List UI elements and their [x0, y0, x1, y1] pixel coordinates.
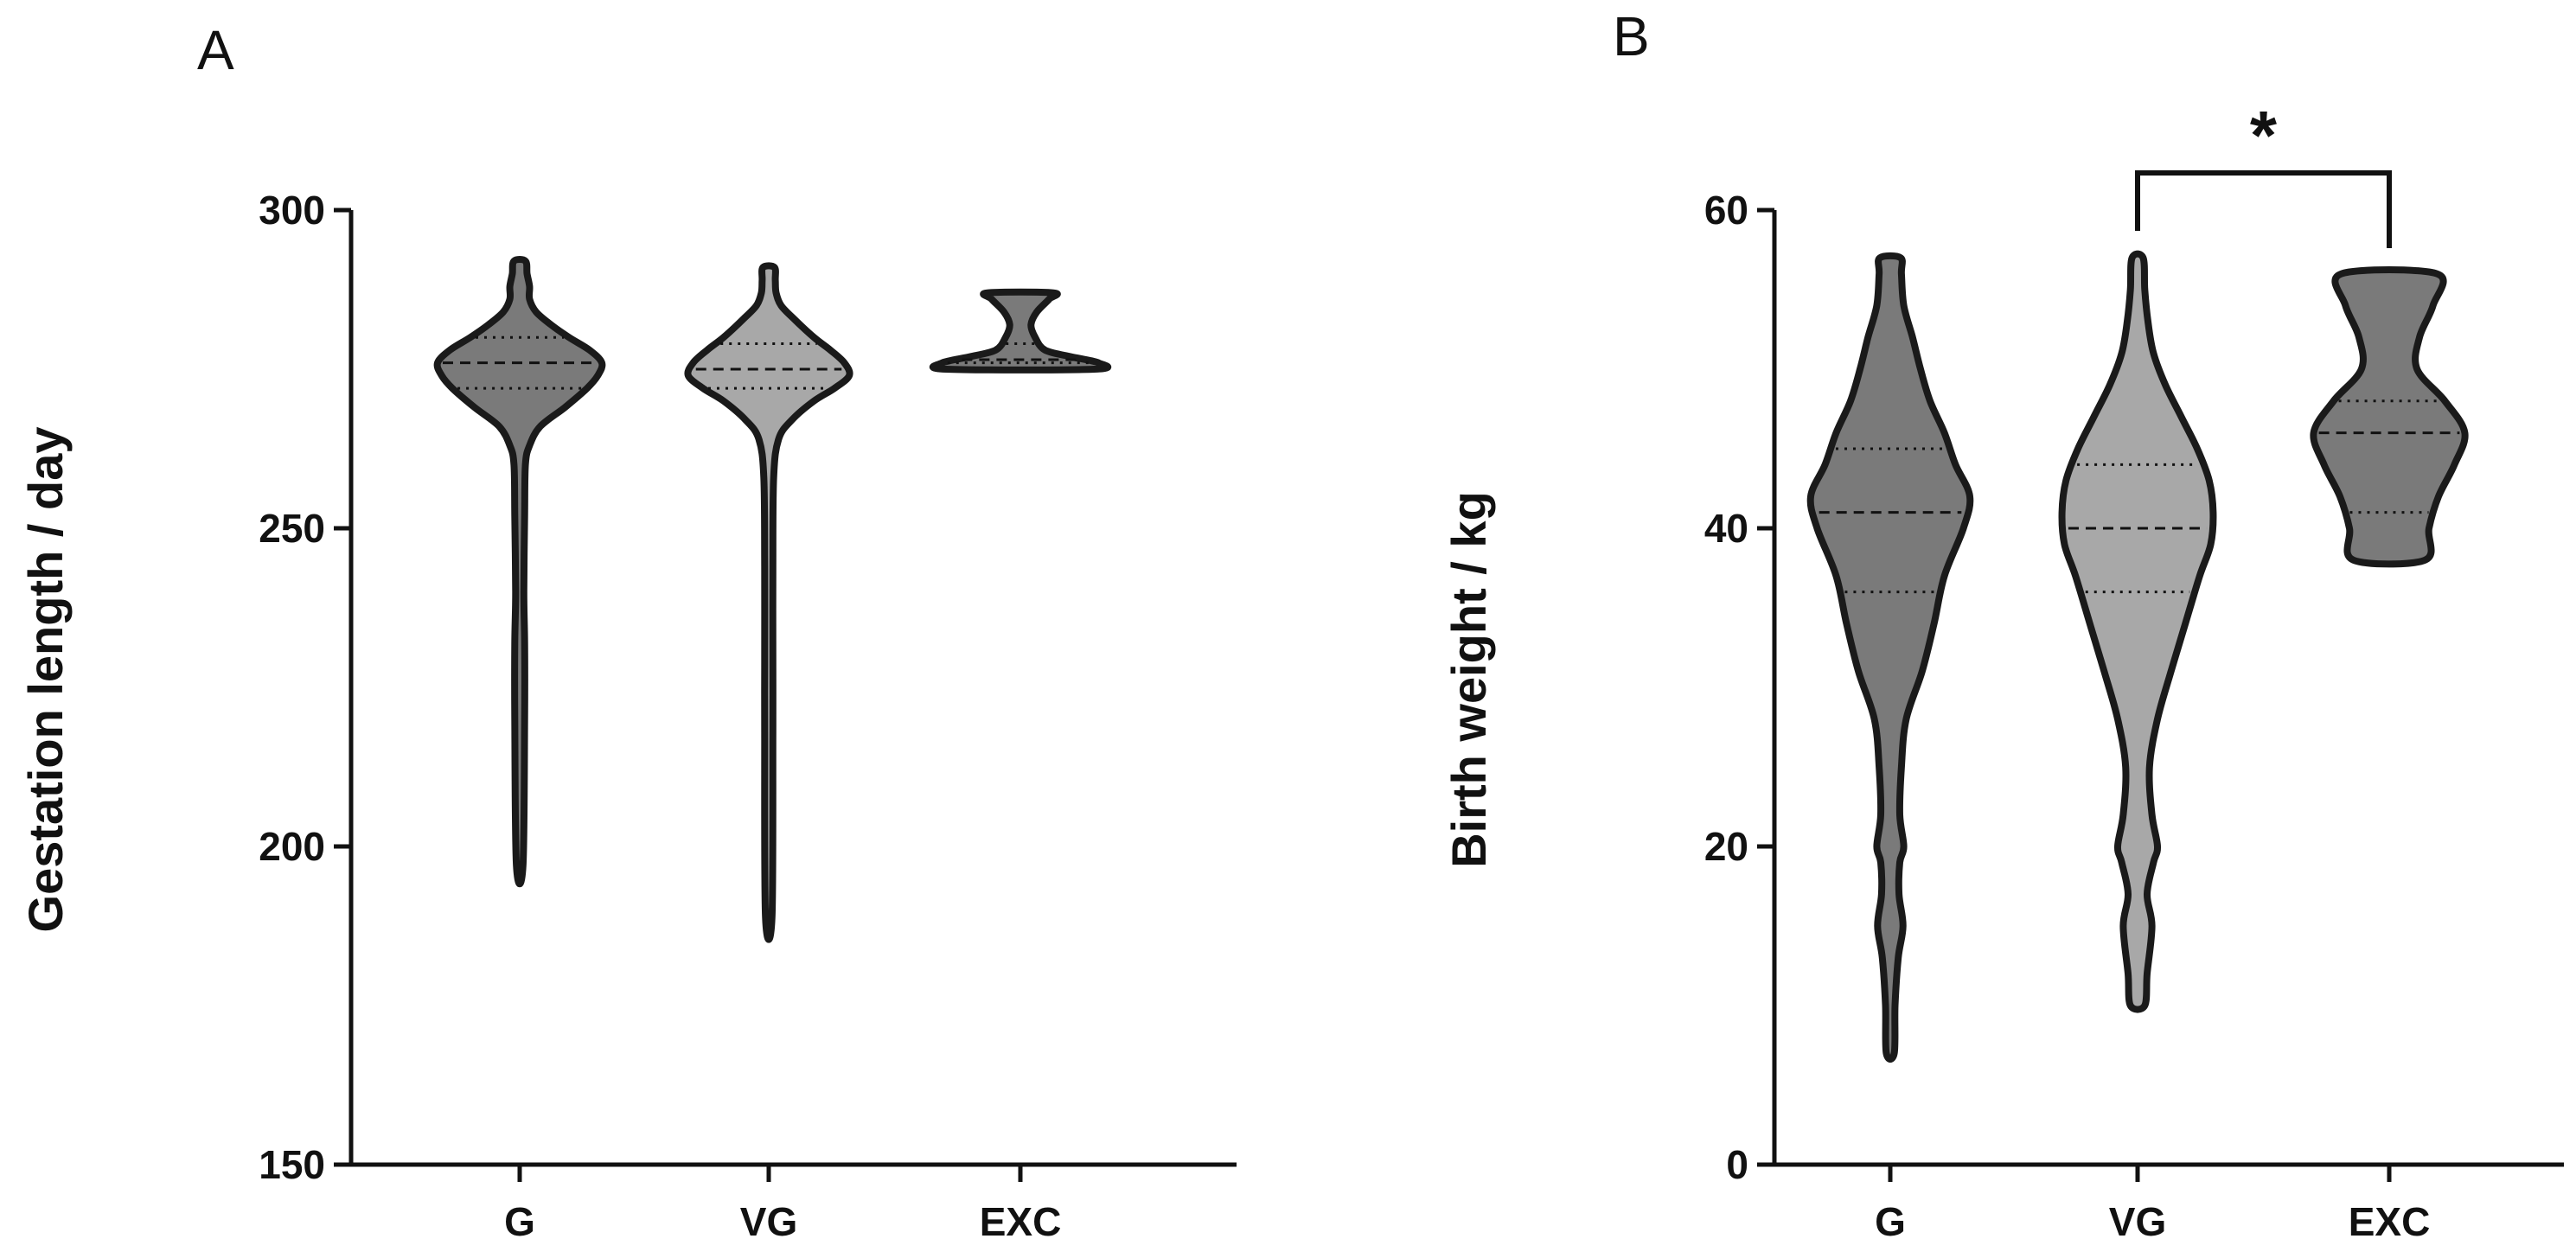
- panel-a: A Gestation length / day 150 200 250 300 G VG…: [18, 19, 1237, 1244]
- panel-a-y-tick-label: 150: [259, 1142, 325, 1187]
- panel-a-violin-g: [433, 256, 606, 888]
- panel-b-x-tick-label: VG: [2109, 1199, 2166, 1244]
- panel-b-significance-star: *: [2250, 97, 2278, 174]
- panel-a-y-tick-label: 200: [259, 824, 325, 869]
- panel-a-violin-exc: [929, 288, 1112, 374]
- panel-a-y-axis-title: Gestation length / day: [18, 427, 73, 933]
- panel-a-violin-vg: [684, 262, 853, 943]
- panel-b-y-tick-label: 20: [1704, 824, 1748, 869]
- panel-a-y-tick-label: 300: [259, 188, 325, 233]
- panel-b-plot-area: 0 20 40 60 G VG EXC *: [1704, 97, 2564, 1244]
- panel-a-x-tick-label: EXC: [980, 1199, 1062, 1244]
- panel-b-letter: B: [1613, 5, 1650, 67]
- panel-b-y-tick-label: 0: [1726, 1142, 1748, 1187]
- panel-b-violin-exc: [2310, 266, 2469, 568]
- panel-a-x-tick-label: G: [504, 1199, 535, 1244]
- panel-a-y-tick-label: 250: [259, 506, 325, 551]
- panel-b-y-axis-title: Birth weight / kg: [1441, 491, 1496, 868]
- panel-a-x-tick-label: VG: [740, 1199, 797, 1244]
- panel-b-y-tick-label: 60: [1704, 188, 1748, 233]
- panel-a-letter: A: [197, 19, 234, 81]
- panel-b-x-tick-label: G: [1875, 1199, 1906, 1244]
- panel-b-x-tick-label: EXC: [2349, 1199, 2431, 1244]
- panel-b: B Birth weight / kg 0 20 40 60 G VG EXC *: [1441, 5, 2564, 1244]
- panel-b-violin-vg: [2058, 250, 2217, 1013]
- panel-a-plot-area: 150 200 250 300 G VG EXC: [259, 188, 1237, 1244]
- panel-b-violin-g: [1806, 252, 1974, 1063]
- panel-b-y-tick-label: 40: [1704, 506, 1748, 551]
- panel-b-significance-bracket: [2135, 170, 2392, 248]
